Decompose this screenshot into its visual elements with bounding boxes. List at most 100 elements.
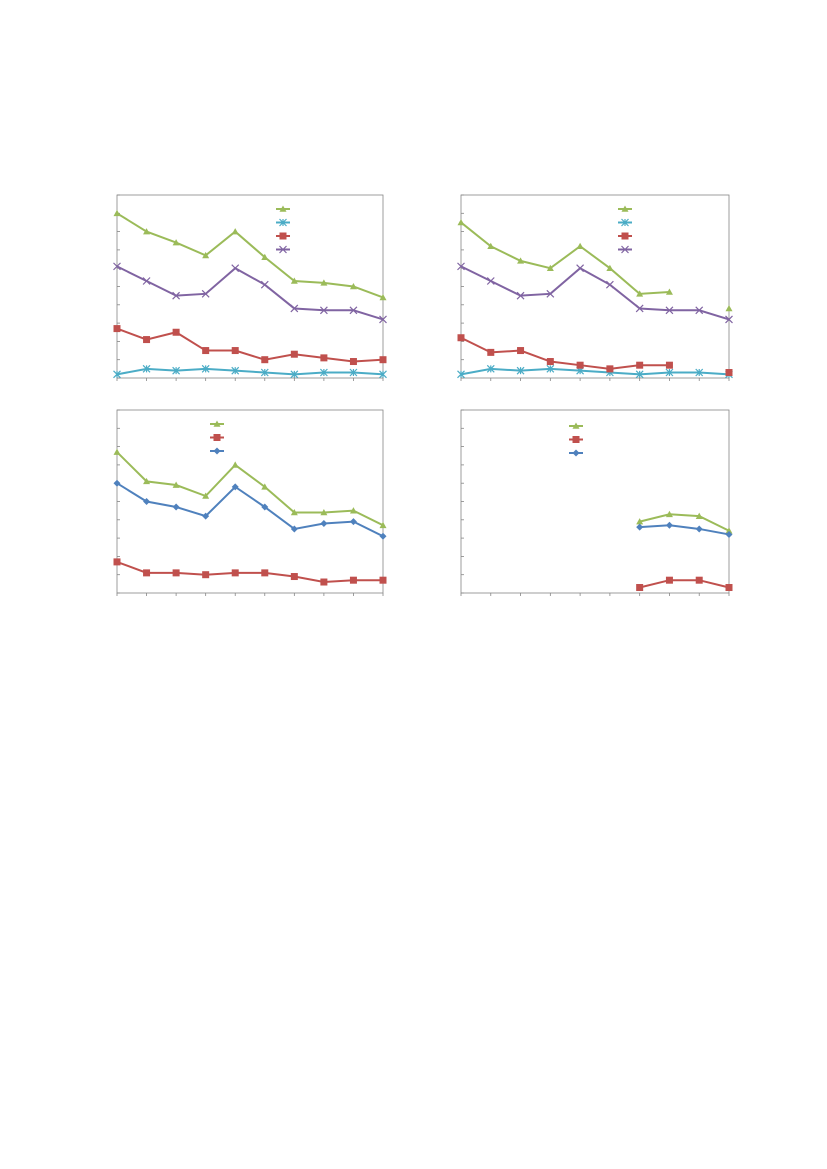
data-point [576, 264, 585, 273]
legend-marker [279, 218, 287, 227]
data-point [142, 277, 151, 285]
data-point [143, 228, 151, 235]
data-point [486, 364, 495, 373]
data-point [517, 347, 525, 355]
legend-marker [213, 420, 221, 427]
data-point [201, 289, 210, 298]
series-line [461, 222, 729, 308]
legend-marker [572, 449, 580, 457]
data-point [379, 521, 387, 529]
data-point [635, 370, 644, 379]
data-point [636, 518, 644, 525]
data-point [231, 483, 239, 491]
data-point [290, 277, 298, 284]
data-point [113, 558, 121, 566]
series-line [116, 482, 384, 538]
data-point [113, 479, 121, 487]
data-point [379, 356, 387, 364]
data-point [379, 293, 387, 301]
data-point [457, 218, 465, 226]
data-point [546, 358, 554, 366]
data-point [113, 209, 121, 217]
data-point [202, 251, 210, 259]
series-line [460, 367, 730, 376]
data-point [113, 262, 121, 271]
data-point [261, 483, 269, 490]
series-line [639, 579, 730, 589]
data-point [143, 477, 151, 485]
data-point [457, 262, 465, 271]
data-point [457, 334, 465, 342]
series-line [116, 367, 384, 376]
data-point [725, 369, 733, 377]
data-point [725, 584, 733, 592]
data-point [143, 336, 151, 344]
data-point [636, 290, 644, 297]
data-point [172, 569, 180, 577]
plot-frame [460, 409, 730, 594]
data-point [172, 328, 180, 336]
legend-marker [213, 434, 221, 441]
data-point [202, 347, 210, 355]
data-point [231, 228, 239, 235]
data-point [172, 239, 180, 246]
series-line [116, 212, 384, 299]
data-point [113, 325, 121, 333]
series-line [116, 451, 384, 527]
series-line [460, 265, 730, 321]
data-point [379, 532, 387, 540]
data-point [516, 291, 525, 300]
legend-marker [572, 422, 580, 429]
data-point [517, 257, 525, 264]
series-line [116, 265, 384, 321]
data-point [636, 523, 644, 531]
data-point [172, 366, 181, 375]
legend-marker [621, 245, 629, 254]
data-point [172, 291, 181, 300]
data-point [261, 569, 269, 577]
data-point [695, 576, 703, 584]
data-point [290, 508, 298, 516]
data-point [546, 264, 554, 271]
data-point [319, 368, 328, 377]
data-point [290, 350, 298, 358]
data-point [695, 525, 703, 533]
data-point [725, 304, 733, 312]
data-point [635, 304, 644, 313]
data-point [725, 530, 733, 538]
data-point [172, 503, 180, 511]
data-point [143, 569, 151, 577]
data-point [379, 315, 387, 324]
series-line [639, 524, 730, 536]
data-point [320, 519, 328, 527]
data-point [201, 364, 210, 373]
data-point [606, 264, 614, 271]
legend-marker [621, 205, 629, 212]
data-point [290, 304, 299, 313]
plot-frame [116, 409, 384, 594]
data-point [665, 361, 673, 369]
data-point [320, 578, 328, 586]
series-line [116, 327, 384, 363]
data-point [172, 481, 180, 488]
data-point [319, 306, 328, 315]
data-point [142, 364, 151, 373]
legend-marker [279, 205, 287, 212]
data-point [349, 358, 357, 366]
legend-marker [279, 232, 287, 240]
data-point [379, 576, 387, 584]
data-point [349, 283, 357, 290]
data-point [665, 510, 673, 518]
data-point [725, 315, 733, 324]
data-point [695, 512, 703, 519]
data-point [349, 306, 358, 315]
data-point [349, 518, 357, 526]
data-point [260, 280, 269, 289]
data-point [636, 584, 644, 592]
data-point [320, 508, 328, 516]
data-point [143, 498, 151, 505]
data-point [487, 242, 495, 250]
data-point [546, 289, 555, 298]
